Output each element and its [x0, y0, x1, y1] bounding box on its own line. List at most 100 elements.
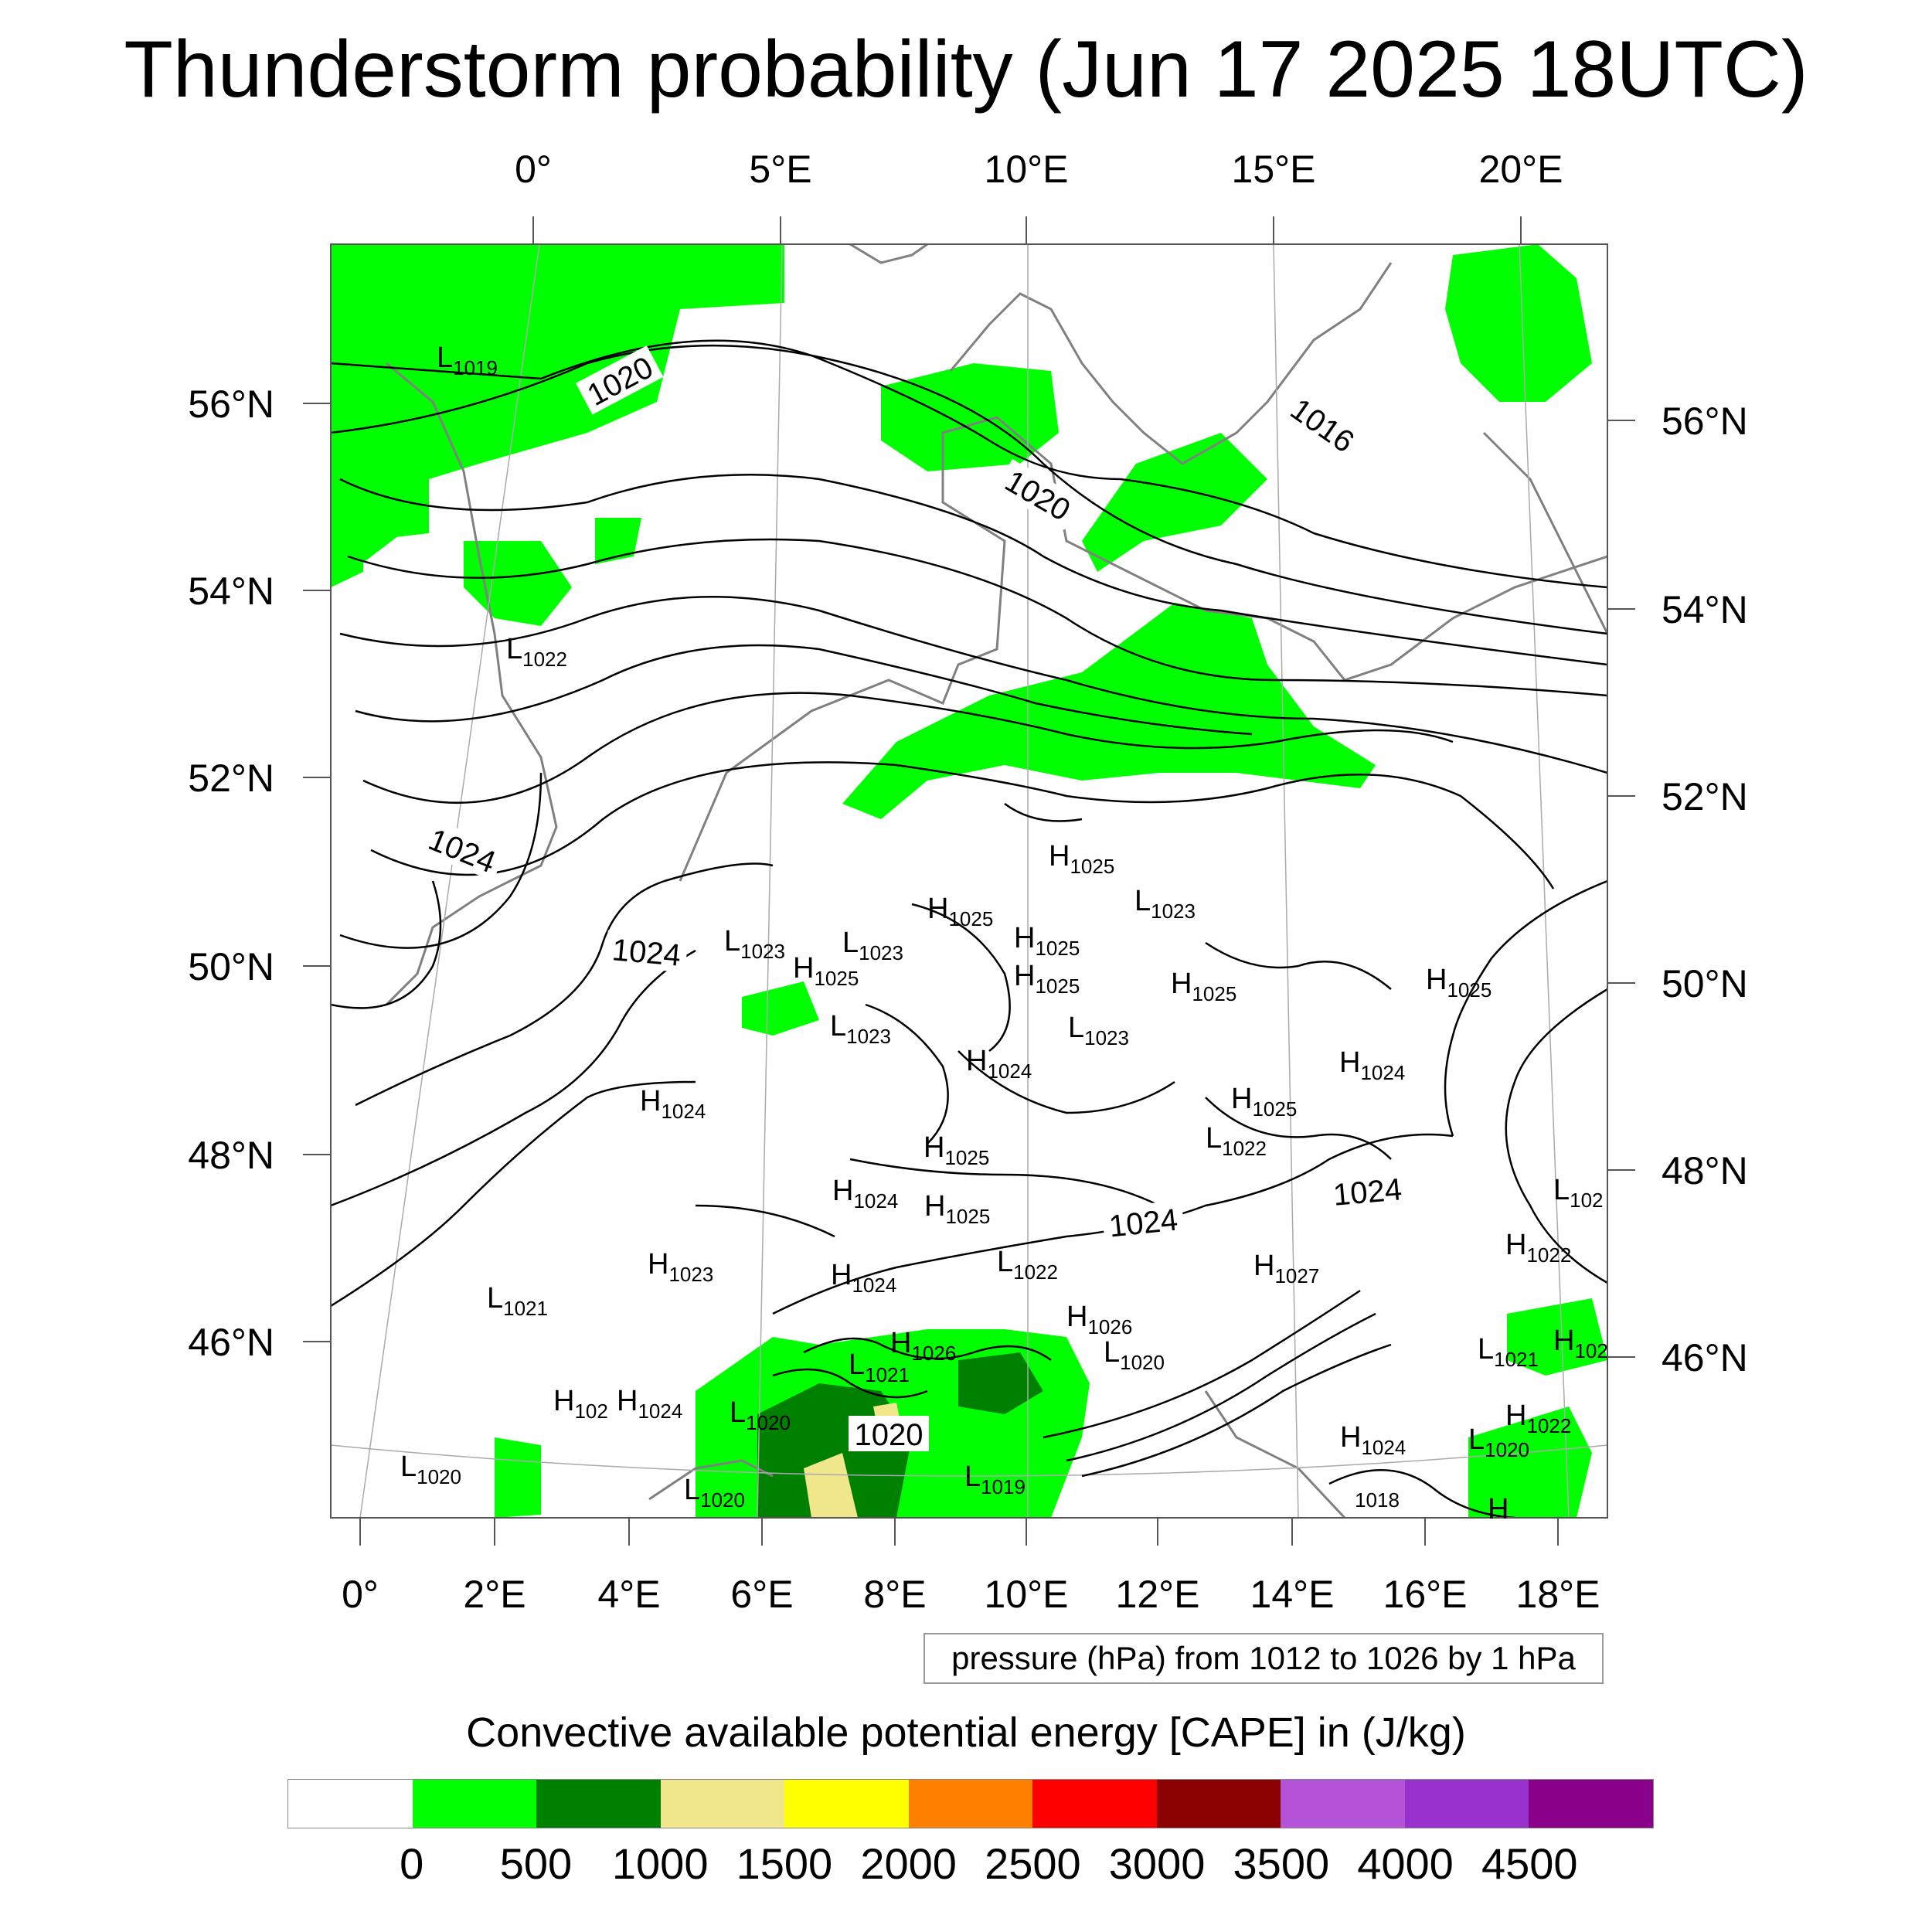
coast-norway — [849, 244, 928, 264]
low-pressure-label: L1020 — [1104, 1336, 1165, 1374]
high-pressure-label: H1024 — [966, 1045, 1032, 1083]
low-pressure-label: L1023 — [1068, 1012, 1129, 1049]
isobar — [362, 692, 1454, 804]
isobar — [1081, 1343, 1392, 1478]
map-title: Thunderstorm probability (Jun 17 2025 18… — [124, 25, 1808, 114]
map-content — [331, 244, 1607, 1518]
colorbar-swatch — [1032, 1780, 1157, 1828]
high-pressure-label: H1025 — [1426, 964, 1492, 1002]
lat-label-right: 54°N — [1662, 588, 1748, 631]
colorbar-swatch — [1529, 1780, 1654, 1828]
contour-label: 1018 — [1355, 1488, 1400, 1512]
colorbar-tick-label: 4500 — [1481, 1839, 1578, 1888]
high-pressure-label: H102 — [553, 1385, 608, 1423]
isobar — [957, 1050, 1175, 1114]
coastlines — [385, 244, 1607, 1518]
high-pressure-label: H1024 — [831, 1259, 896, 1297]
colorbar-swatch — [660, 1780, 785, 1828]
isobar — [331, 339, 1607, 589]
lon-label-bottom: 0° — [342, 1573, 379, 1616]
low-pressure-label: L1021 — [1478, 1333, 1539, 1371]
low-pressure-label: L1022 — [997, 1246, 1058, 1284]
colorbar-swatch — [1156, 1780, 1281, 1828]
low-pressure-label: L102 — [1553, 1174, 1604, 1212]
lon-label-bottom: 12°E — [1116, 1573, 1200, 1616]
cape-area-dutch-coast — [595, 518, 641, 564]
cape-area-denmark — [881, 363, 1059, 471]
isobar — [1205, 1097, 1392, 1160]
top-lon-labels: 0° 5°E 10°E 15°E 20°E — [515, 148, 1563, 191]
lon-label-top: 20°E — [1479, 148, 1563, 191]
isobar — [772, 1368, 928, 1399]
high-pressure-label: H1024 — [1339, 1046, 1405, 1084]
isobar — [772, 1266, 897, 1315]
isobar — [331, 344, 1607, 635]
right-lat-labels: 56°N 54°N 52°N 50°N 48°N 46°N — [1662, 400, 1748, 1379]
colorbar-tick-label: 2500 — [985, 1839, 1081, 1888]
cape-area-ticino — [958, 1352, 1043, 1414]
lon-label-bottom: 14°E — [1250, 1573, 1335, 1616]
lat-label-left: 50°N — [188, 945, 274, 988]
lat-label-right: 52°N — [1662, 775, 1748, 818]
low-pressure-label: L1019 — [964, 1461, 1026, 1498]
coast-uk-east — [385, 362, 558, 1006]
isobar — [331, 949, 696, 1207]
cape-area-belgium — [742, 981, 819, 1036]
pressure-contour-note: pressure (hPa) from 1012 to 1026 by 1 hP… — [923, 1633, 1604, 1684]
high-pressure-label: H1025 — [793, 952, 859, 990]
lat-label-left: 56°N — [188, 383, 274, 426]
cape-area-scotland-east — [331, 402, 417, 587]
colorbar-swatch — [1404, 1780, 1529, 1828]
lon-label-bottom: 8°E — [863, 1573, 926, 1616]
contour-label: 1024 — [611, 933, 682, 973]
colorbar-labels: 0 500 1000 1500 2000 2500 3000 3500 4000 4500 — [287, 1839, 1654, 1893]
cape-area-po-valley — [804, 1453, 858, 1518]
lon-label-bottom: 6°E — [730, 1573, 793, 1616]
coast-continent-north — [679, 416, 1607, 882]
coast-adriatic — [1204, 1390, 1346, 1518]
colorbar-title: Convective available potential energy [C… — [466, 1709, 1466, 1756]
isobar — [355, 644, 1253, 736]
contour-label: 1020 — [855, 1418, 923, 1452]
high-pressure-label: H1026 — [890, 1327, 956, 1365]
left-lat-labels: 56°N 54°N 52°N 50°N 48°N 46°N — [188, 383, 274, 1364]
lon-label-top: 15°E — [1232, 148, 1316, 191]
colorbar-swatch — [784, 1780, 909, 1828]
cape-area-poland-north — [1445, 244, 1592, 402]
isobar — [347, 538, 1607, 697]
lat-label-right: 50°N — [1662, 962, 1748, 1005]
colorbar-tick-label: 1000 — [611, 1839, 709, 1888]
low-pressure-label: L1022 — [1206, 1122, 1267, 1160]
high-pressure-label: H1025 — [924, 1190, 990, 1228]
isobar — [1004, 802, 1083, 822]
isobar — [849, 1158, 1160, 1207]
isobar — [865, 1003, 949, 1145]
isobar — [331, 1080, 696, 1308]
lon-label-bottom: 18°E — [1516, 1573, 1600, 1616]
isobar — [1444, 879, 1607, 1137]
high-pressure-label: H1024 — [640, 1085, 706, 1123]
colorbar — [287, 1779, 1654, 1828]
isobar — [911, 903, 1011, 1052]
low-pressure-label: L1022 — [506, 633, 567, 671]
low-pressure-label: L1021 — [487, 1282, 548, 1320]
map-frame — [330, 243, 1608, 1519]
lon-label-top: 5°E — [749, 148, 811, 191]
colorbar-swatch — [536, 1780, 661, 1828]
lat-label-left: 48°N — [188, 1134, 274, 1177]
high-pressure-label: H1025 — [923, 1131, 989, 1169]
isobar — [1505, 988, 1607, 1284]
isobar — [803, 1337, 1052, 1362]
high-pressure-label: H1025 — [1014, 922, 1080, 960]
low-pressure-label: L1021 — [849, 1349, 910, 1386]
cape-area-france-south — [495, 1437, 541, 1518]
low-pressure-label: L1020 — [400, 1451, 461, 1488]
lon-label-bottom: 2°E — [463, 1573, 526, 1616]
high-pressure-label: H1025 — [1049, 840, 1114, 878]
cape-area-balkans — [1468, 1406, 1592, 1518]
colorbar-tick-label: 2000 — [860, 1839, 957, 1888]
lat-label-right: 48°N — [1662, 1149, 1748, 1192]
isobar — [896, 1133, 1454, 1269]
